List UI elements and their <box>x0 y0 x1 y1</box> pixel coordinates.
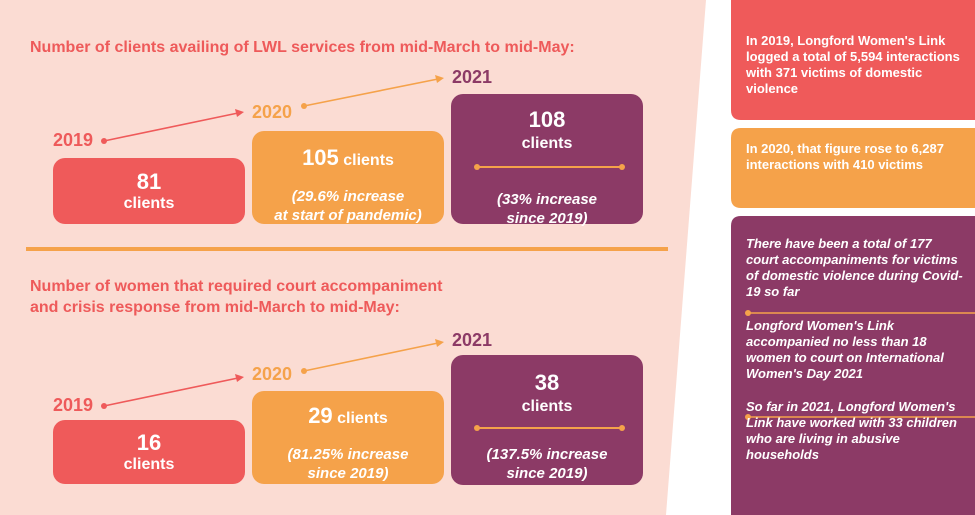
sidebar-card-2020: In 2020, that figure rose to 6,287 inter… <box>746 141 961 173</box>
year-2020-label: 2020 <box>252 364 293 384</box>
year-2019-label: 2019 <box>53 395 94 415</box>
section-divider <box>26 247 668 251</box>
box-unit: clients <box>521 135 573 152</box>
box-2019-women: 16 clients <box>53 420 245 484</box>
year-2021-label: 2021 <box>452 67 493 87</box>
box-2020-clients: 105 clients (29.6% increase at start of … <box>252 131 444 224</box>
box-2020-women: 29 clients (81.25% increase since 2019) <box>252 391 444 484</box>
rule-dot <box>474 164 480 170</box>
box-unit: clients <box>123 456 175 473</box>
box-note-line1: (137.5% increase <box>486 446 608 463</box>
fact-children: So far in 2021, Longford Women's Link ha… <box>746 399 957 462</box>
rule-dot <box>619 425 625 431</box>
box-number: 29 <box>308 403 333 428</box>
section2-title: Number of women that required court acco… <box>30 276 443 318</box>
box-number: 105 <box>302 145 339 170</box>
card-text: In 2020, that figure rose to 6,287 inter… <box>746 141 944 172</box>
box-number: 16 <box>136 430 162 455</box>
box-note-line1: (81.25% increase <box>287 446 409 463</box>
box-unit: clients <box>123 195 175 212</box>
fact-court-accompaniments: There have been a total of 177 court acc… <box>746 236 963 299</box>
box-2019-clients: 81 clients <box>53 158 245 224</box>
year-2021-label: 2021 <box>452 330 493 350</box>
box-2021-rule <box>477 166 621 168</box>
box-number: 81 <box>136 169 162 194</box>
box-2021-rule <box>477 427 621 429</box>
box-unit: clients <box>343 152 394 169</box>
section1-title: Number of clients availing of LWL servic… <box>30 39 575 56</box>
sidebar-card-2019: In 2019, Longford Women's Link logged a … <box>746 33 961 97</box>
section2-title-line1: Number of women that required court acco… <box>30 278 443 295</box>
rule-dot <box>619 164 625 170</box>
year-2020-label: 2020 <box>252 102 293 122</box>
fact-womens-day: Longford Women's Link accompanied no les… <box>746 318 944 381</box>
section2-title-line2: and crisis response from mid-March to mi… <box>30 299 400 316</box>
box-note-line2: since 2019) <box>506 465 588 482</box>
box-note-line2: since 2019) <box>307 465 389 482</box>
sidebar-card-facts: There have been a total of 177 court acc… <box>746 236 966 463</box>
rule-dot <box>474 425 480 431</box>
box-note-line1: (33% increase <box>496 191 598 208</box>
box-number: 108 <box>528 107 566 132</box>
card-text: In 2019, Longford Women's Link logged a … <box>746 33 960 96</box>
box-unit: clients <box>337 410 388 427</box>
box-number: 38 <box>534 370 560 395</box>
box-note-line2: since 2019) <box>506 210 588 227</box>
year-2019-label: 2019 <box>53 130 94 150</box>
box-note-line1: (29.6% increase <box>291 188 405 205</box>
box-2021-clients: 108 clients (33% increase since 2019) <box>451 94 643 227</box>
box-2021-women: 38 clients (137.5% increase since 2019) <box>451 355 643 485</box>
box-note-line2: at start of pandemic) <box>274 207 422 224</box>
box-unit: clients <box>521 398 573 415</box>
